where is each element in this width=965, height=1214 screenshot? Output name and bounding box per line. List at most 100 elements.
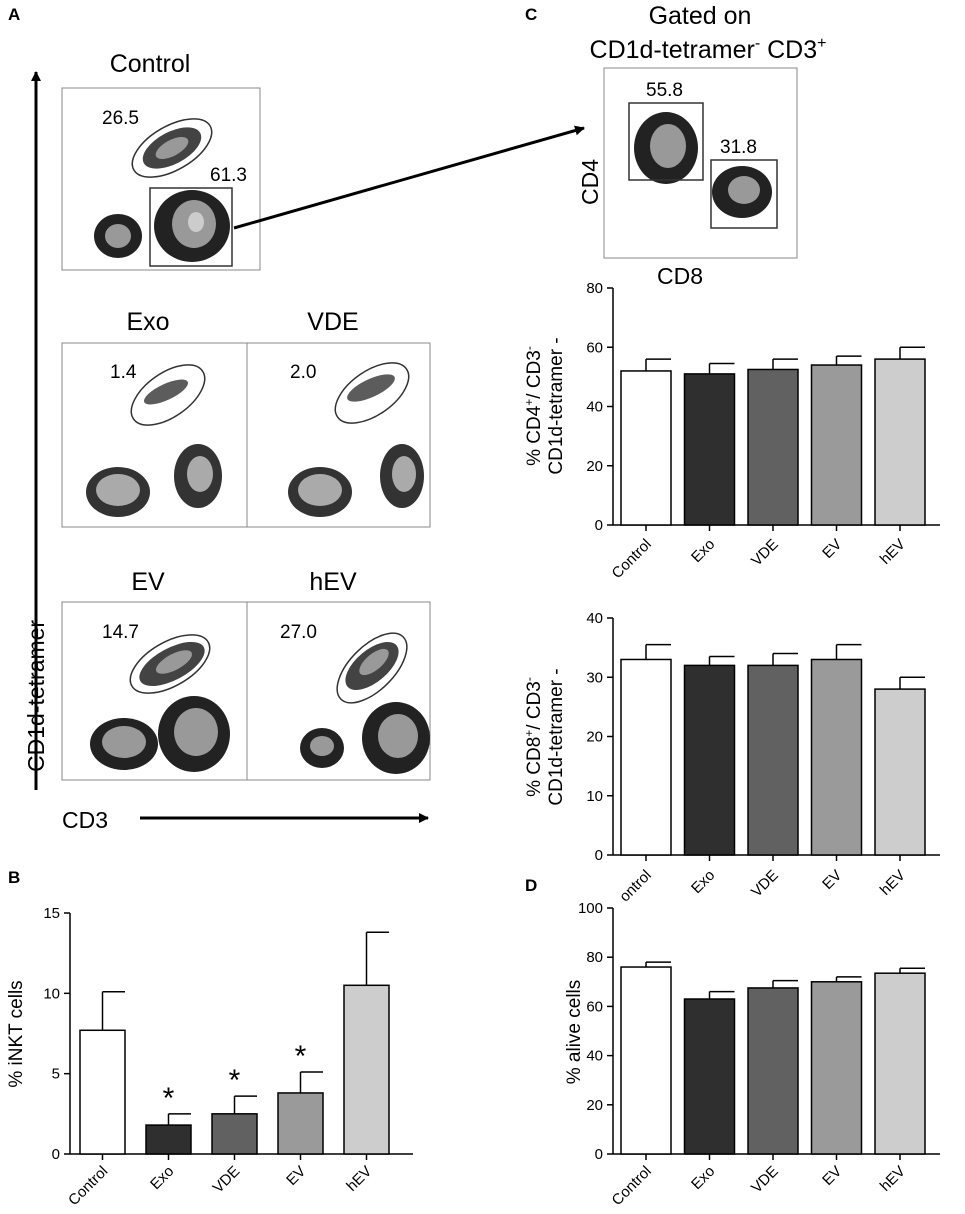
flow-plot-title: Exo: [126, 308, 169, 336]
y-axis-label: % iNKT cells: [6, 980, 27, 1087]
x-tick-label: Control: [65, 1163, 111, 1209]
y-tick-label: 60: [586, 339, 603, 356]
cell-cluster-core: [378, 714, 418, 758]
y-tick-label: 15: [43, 905, 60, 922]
cell-cluster-core: [359, 648, 389, 676]
x-tick-label: Exo: [688, 536, 718, 566]
x-tick-label: Control: [609, 536, 655, 582]
y-axis-label: % alive cells: [564, 980, 585, 1085]
y-tick-label: 10: [586, 788, 603, 805]
y-tick-label: 80: [586, 280, 603, 297]
ylabel-part: % CD4: [524, 405, 545, 466]
bar-exo: [683, 998, 736, 1155]
x-tick-label: VDE: [748, 1163, 782, 1197]
y-tick-label: 30: [586, 669, 603, 686]
gate-ellipse: [131, 118, 213, 178]
y-tick-label: 40: [586, 610, 603, 627]
panel-letter-b: B: [8, 868, 20, 887]
ylabel-sup: +: [522, 399, 536, 406]
inkt-bar-chart: 0 5 10 15 Control Exo * VDE * EV * hEV % iNKT cells: [6, 905, 413, 1209]
gated-title-line1: Gated on: [649, 2, 752, 30]
bar-hev: [874, 688, 926, 856]
cd3-axis-label: CD3: [62, 807, 108, 833]
flow-plot-hev: hEV 27.0: [246, 568, 431, 781]
cell-cluster-core: [650, 124, 686, 168]
x-tick-label: EV: [819, 536, 845, 562]
cell-cluster-core: [728, 176, 760, 204]
cell-cluster-core: [96, 474, 140, 506]
cell-cluster: [347, 374, 395, 402]
bar-control: [620, 658, 672, 856]
flow-plot-exo: Exo 1.4: [61, 308, 261, 528]
ylabel-part: % CD8: [524, 737, 545, 797]
x-tick-label: VDE: [748, 867, 782, 901]
ylabel-part: / CD3: [524, 681, 545, 730]
bar-control: [620, 370, 672, 526]
y-tick-label: 0: [595, 847, 603, 864]
gate-percentage: 26.5: [102, 108, 139, 129]
plot-frame: [603, 67, 798, 259]
y-tick-label: 40: [586, 1048, 603, 1065]
cell-cluster-core: [102, 726, 146, 758]
cd4-axis-label: CD4: [577, 159, 603, 205]
cd1d-axis-label: CD1d-tetramer: [23, 620, 49, 772]
cd8-axis-label: CD8: [657, 263, 703, 289]
gate-rectangle: [628, 102, 704, 181]
x-tick-label: Exo: [147, 1163, 177, 1193]
gated-title-main: CD1d-tetramer: [590, 36, 755, 64]
y-tick-label: 20: [586, 1097, 603, 1114]
cell-cluster: [143, 379, 189, 405]
flow-plot-ev: EV 14.7: [61, 568, 261, 781]
bar-hev: [343, 984, 390, 1155]
bar-ev: [810, 981, 863, 1155]
cell-cluster-center: [188, 212, 204, 232]
gating-arrow: [233, 125, 585, 230]
y-axis-label-line1: % CD4+/ CD3-: [522, 346, 545, 466]
y-tick-label: 80: [586, 949, 603, 966]
y-axis-label-line2: CD1d-tetramer -: [546, 668, 567, 805]
alive-bar-chart: 0 20 40 60 80 100 Control Exo VDE EV hEV % alive ce…: [564, 900, 940, 1209]
y-axis-label-line1: % CD8+/ CD3-: [522, 677, 545, 797]
y-tick-label: 60: [586, 998, 603, 1015]
bar-exo: [683, 664, 736, 856]
y-tick-label: 5: [52, 1066, 60, 1083]
gated-title-line2: CD1d-tetramer- CD3+: [590, 35, 827, 64]
ylabel-sup: -: [522, 677, 536, 681]
ylabel-sup: +: [522, 730, 536, 737]
bar-control: [79, 1029, 126, 1155]
x-tick-label: Exo: [688, 867, 718, 897]
cell-cluster-core: [310, 736, 334, 756]
x-tick-label: Exo: [688, 1163, 718, 1193]
gate-ellipse: [130, 364, 206, 426]
y-tick-label: 100: [578, 900, 603, 917]
flow-plot-control: Control 26.5 61.3: [61, 50, 261, 271]
gated-title-sup2: +: [817, 35, 826, 52]
y-axis-label-line2: CD1d-tetramer -: [546, 337, 567, 474]
bar-hev: [874, 358, 926, 526]
bar-exo: [683, 373, 736, 526]
significance-marker: *: [295, 1040, 307, 1073]
flow-plot-title: VDE: [307, 308, 358, 336]
bar-vde: [747, 368, 799, 526]
flow-plot-title: Control: [110, 50, 191, 78]
bar-ev: [810, 658, 863, 856]
y-tick-label: 20: [586, 729, 603, 746]
x-tick-label: hEV: [343, 1163, 375, 1195]
gate-rectangle: [710, 159, 778, 229]
bar-vde: [747, 664, 799, 856]
flow-plot-title: EV: [131, 568, 165, 596]
bar-ev: [810, 364, 863, 526]
panel-letter-a: A: [8, 5, 20, 24]
cell-cluster-core: [155, 136, 189, 160]
x-tick-label: VDE: [209, 1163, 243, 1197]
ylabel-sup: -: [522, 346, 536, 350]
ylabel-part: / CD3: [524, 350, 545, 399]
x-tick-label: VDE: [748, 536, 782, 570]
bar-exo: [145, 1124, 192, 1155]
cell-cluster-core: [298, 474, 342, 506]
gate-percentage: 27.0: [280, 622, 317, 643]
y-tick-label: 0: [595, 1146, 603, 1163]
